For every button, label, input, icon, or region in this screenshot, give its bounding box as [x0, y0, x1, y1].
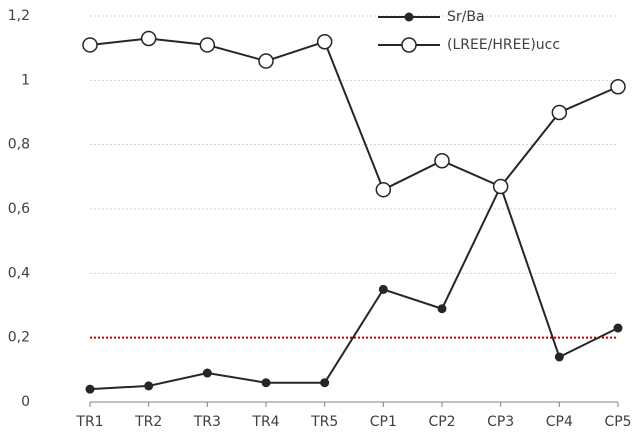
- y-tick-label: 0,6: [8, 201, 30, 217]
- point: [316, 33, 333, 50]
- point: [401, 37, 417, 53]
- x-tick-label: TR5: [310, 414, 338, 430]
- point: [82, 37, 98, 53]
- point: [85, 384, 95, 394]
- point: [199, 37, 216, 53]
- x-tick-label: TR4: [251, 414, 279, 430]
- x-tick-label: TR2: [134, 414, 162, 430]
- point: [140, 30, 157, 47]
- point: [258, 53, 274, 69]
- y-tick-label: 0,4: [8, 265, 30, 281]
- point: [613, 323, 623, 333]
- point: [375, 181, 392, 198]
- x-tick-label: CP2: [428, 414, 455, 430]
- point: [437, 304, 447, 314]
- point: [261, 378, 271, 388]
- x-tick-label: TR1: [75, 414, 103, 430]
- point: [144, 381, 154, 391]
- point: [404, 12, 414, 22]
- y-tick-label: 1,2: [8, 8, 30, 24]
- point: [434, 153, 450, 169]
- y-tick-label: 0,2: [8, 330, 30, 346]
- x-tick-label: CP4: [546, 414, 573, 430]
- x-tick-label: CP1: [370, 414, 397, 430]
- point: [554, 352, 564, 362]
- x-tick-label: CP5: [604, 414, 631, 430]
- point: [320, 378, 330, 388]
- point: [378, 284, 388, 294]
- series-line: [89, 183, 619, 391]
- series-line: [89, 37, 619, 192]
- point: [551, 104, 568, 121]
- y-tick-label: 0: [21, 394, 30, 410]
- x-tick-label: TR3: [193, 414, 221, 430]
- y-tick-label: 0,8: [8, 137, 30, 153]
- legend-label: Sr/Ba: [447, 9, 485, 25]
- point: [492, 178, 509, 195]
- x-tick-label: CP3: [487, 414, 514, 430]
- point: [202, 368, 212, 378]
- point: [610, 79, 626, 95]
- y-tick-label: 1: [21, 72, 30, 88]
- legend-label: (LREE/HREE)ucc: [447, 37, 560, 53]
